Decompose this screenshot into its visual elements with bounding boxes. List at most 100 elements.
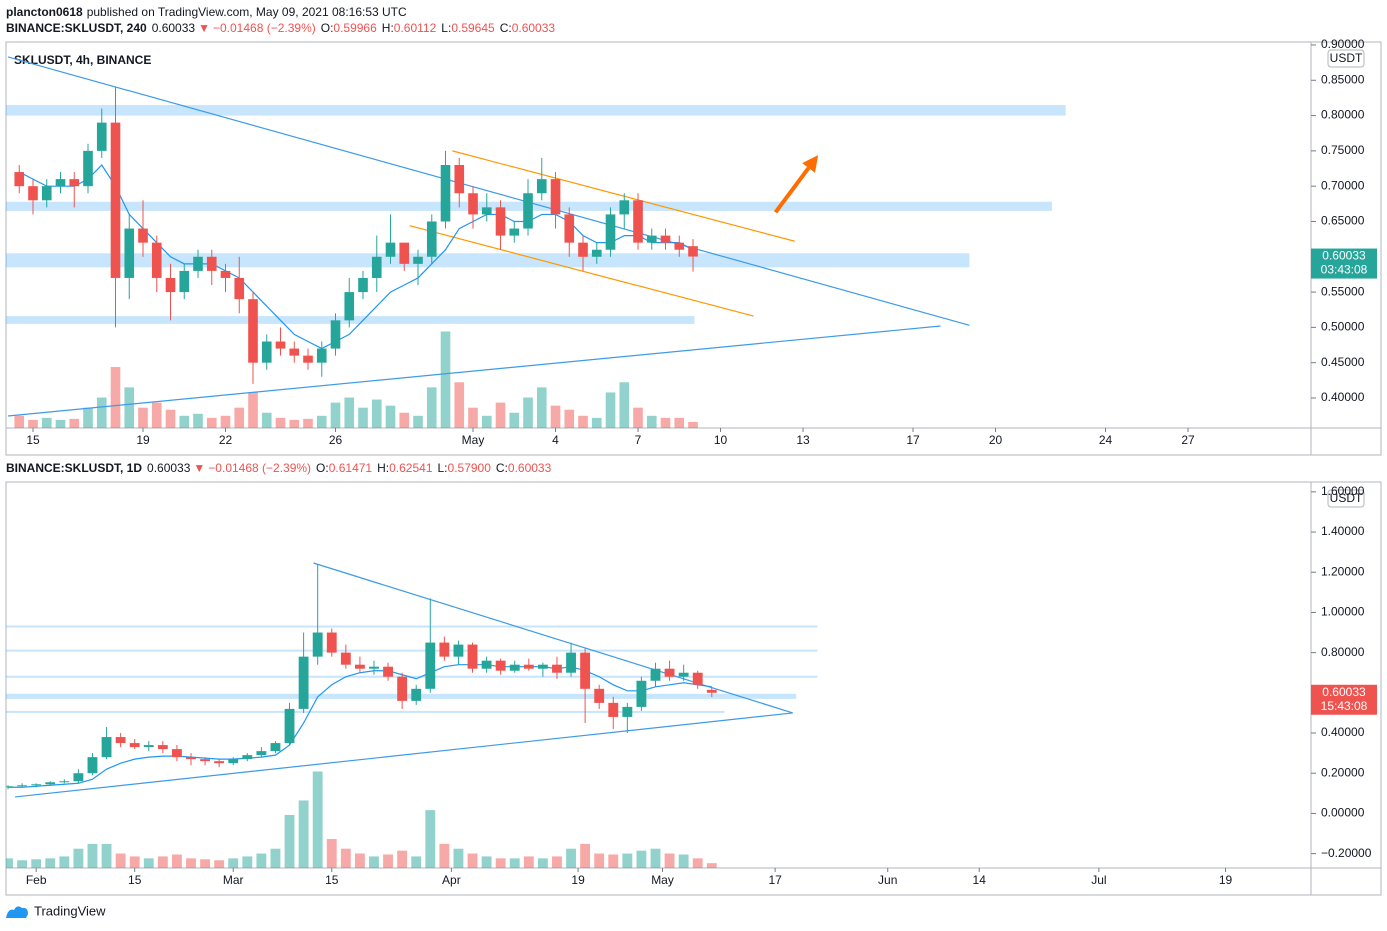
arrow-shaft: [773, 166, 811, 214]
candle-body: [399, 242, 410, 264]
volume-bar: [564, 409, 575, 428]
volume-bar: [481, 856, 492, 868]
candle-body: [706, 689, 717, 693]
candle-body: [115, 737, 126, 744]
x-tick-label: Jul: [1091, 873, 1106, 887]
volume-bar: [303, 418, 313, 428]
candle-body: [28, 186, 38, 201]
y-tick-label: 0.70000: [1321, 178, 1365, 192]
volume-bar: [234, 407, 245, 428]
candle-body: [55, 179, 66, 187]
candle-body: [101, 737, 112, 758]
candle-body: [45, 782, 56, 785]
zone: [6, 253, 970, 268]
x-tick-label: 7: [635, 433, 642, 447]
candle-body: [646, 235, 657, 243]
volume-bar: [688, 421, 698, 428]
candle-body: [552, 664, 562, 673]
plot-area: [6, 56, 1066, 428]
y-tick-label: 0.55000: [1321, 284, 1365, 298]
volume-bar: [650, 848, 661, 868]
volume-bar: [157, 856, 168, 868]
candle-body: [468, 193, 478, 215]
plot-area: [6, 562, 818, 868]
volume-bar: [284, 814, 295, 868]
author-line: plancton0618 published on TradingView.com…: [6, 5, 407, 19]
volume-bar: [206, 417, 217, 428]
candle-body: [172, 749, 182, 758]
candle-body: [509, 664, 520, 671]
volume-bar: [660, 417, 671, 428]
volume-bar: [536, 387, 547, 428]
volume-bar: [566, 848, 576, 868]
y-tick-label: 1.20000: [1321, 564, 1365, 578]
candle-body: [31, 784, 42, 786]
volume-bar: [664, 853, 675, 868]
trendline: [14, 712, 793, 798]
candle-body: [619, 200, 630, 215]
trendline: [452, 150, 795, 242]
last-price: 0.60033: [147, 461, 191, 475]
ohlc-value: 0.60033: [508, 461, 552, 475]
candle-body: [664, 668, 675, 677]
ohlc-label: H:: [382, 21, 394, 35]
candle-body: [580, 652, 591, 689]
volume-bar: [344, 397, 355, 428]
volume-bar: [96, 397, 107, 428]
candle-body: [397, 676, 408, 701]
volume-bar: [41, 417, 52, 428]
volume-bar: [537, 858, 548, 868]
currency: USDT: [1330, 51, 1363, 65]
zone: [6, 649, 818, 652]
ohlc-label: L:: [441, 21, 451, 35]
ohlc-value: 0.60112: [394, 21, 437, 35]
volume-bar: [275, 417, 286, 428]
volume-bar: [228, 858, 239, 868]
change-arrow: ▼: [198, 21, 210, 35]
volume-bar: [298, 800, 309, 868]
volume-bar: [552, 856, 562, 868]
candle-body: [660, 235, 671, 243]
price-tag-countdown: 03:43:08: [1321, 263, 1368, 277]
candle-body: [289, 348, 300, 356]
x-tick-label: 14: [973, 873, 987, 887]
footer-logo: TradingView: [6, 903, 106, 918]
volume-bar: [678, 854, 689, 868]
volume-bar: [354, 853, 365, 868]
candle-body: [326, 632, 337, 653]
candle-body: [453, 644, 464, 657]
y-tick-label: 0.40000: [1321, 725, 1365, 739]
candle-body: [550, 179, 561, 215]
candle-body: [688, 246, 698, 257]
volume-bar: [369, 856, 379, 868]
x-tick-label: 27: [1181, 433, 1195, 447]
candle-body: [220, 270, 231, 278]
candle-body: [358, 277, 368, 293]
candle-body: [228, 759, 239, 764]
candle-body: [594, 688, 605, 703]
volume-bar: [495, 858, 506, 868]
candle-body: [124, 228, 135, 278]
volume-bar: [28, 419, 38, 428]
x-tick-label: Feb: [26, 873, 47, 887]
x-tick-label: May: [651, 873, 674, 887]
candle-body: [633, 200, 643, 243]
y-tick-label: 1.00000: [1321, 605, 1365, 619]
y-tick-label: 0.85000: [1321, 72, 1365, 86]
volume-bar: [172, 854, 182, 868]
volume-bar: [261, 412, 272, 428]
candle-body: [495, 207, 506, 236]
y-tick-label: 0.00000: [1321, 806, 1365, 820]
volume-bar: [55, 419, 66, 428]
x-tick-label: 19: [571, 873, 585, 887]
ohlc-value: 0.62541: [389, 461, 433, 475]
candle-body: [385, 242, 396, 257]
candle-body: [316, 348, 327, 363]
volume-bar: [646, 415, 657, 428]
volume-bar: [509, 858, 520, 868]
price-tag-value: 0.60033: [1322, 249, 1366, 263]
candle-body: [467, 644, 478, 669]
volume-bar: [622, 853, 633, 868]
volume-bar: [591, 417, 602, 428]
candle-body: [200, 759, 211, 762]
